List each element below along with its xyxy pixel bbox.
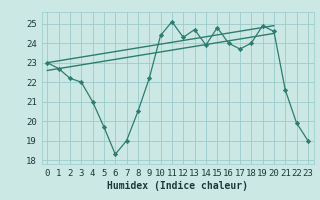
X-axis label: Humidex (Indice chaleur): Humidex (Indice chaleur) xyxy=(107,181,248,191)
